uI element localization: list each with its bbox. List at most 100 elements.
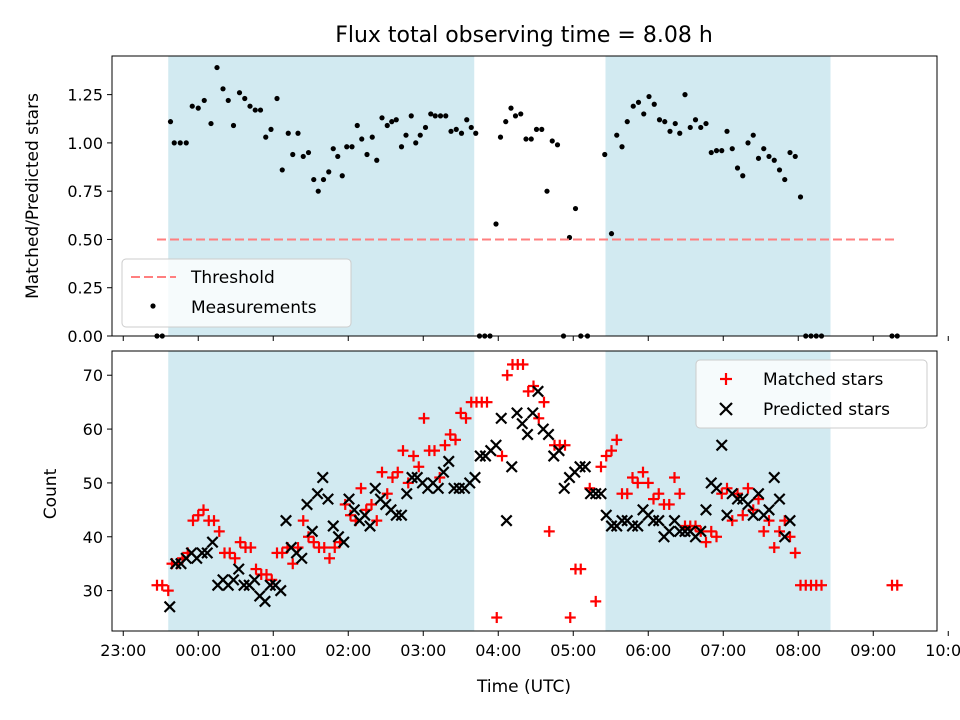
matched-star-marker (387, 472, 398, 484)
measurement-point (315, 188, 321, 194)
measurement-point (247, 103, 253, 109)
matched-star-marker (716, 488, 728, 500)
predicted-star-stroke-b (721, 509, 733, 522)
predicted-star-stroke-b (416, 476, 429, 489)
predicted-star-marker (358, 509, 371, 522)
predicted-star-stroke-b (637, 503, 649, 516)
matched-star-marker (371, 515, 383, 527)
measurement-point (503, 119, 509, 125)
measurement-point (797, 194, 804, 200)
measurement-point (682, 92, 688, 98)
top-x-ticks (122, 336, 949, 341)
predicted-star-marker (694, 525, 707, 538)
matched-star-marker (700, 536, 712, 548)
predicted-star-stroke-b (169, 557, 182, 570)
measurement-point (656, 117, 663, 123)
measurement-point (349, 144, 355, 150)
matched-star-marker (606, 445, 617, 457)
measurement-point (285, 130, 291, 136)
matched-star-marker (543, 525, 555, 537)
matched-star-marker (392, 466, 404, 478)
measurement-point (242, 95, 248, 102)
matched-star-marker (627, 472, 638, 484)
predicted-star-stroke-b (253, 590, 266, 602)
matched-star-marker (711, 531, 722, 543)
top-y-axis-label: Matched/Predicted stars (23, 93, 43, 299)
predicted-star-stroke-b (248, 573, 261, 586)
predicted-star-stroke-b (185, 546, 198, 559)
measurement-point (687, 124, 693, 131)
predicted-star-marker (442, 455, 455, 468)
measurement-point (252, 107, 258, 113)
predicted-star-marker (295, 552, 308, 565)
matched-star-marker (439, 439, 451, 451)
measurement-point (630, 103, 636, 109)
predicted-star-stroke-b (348, 503, 361, 516)
predicted-star-stroke-b (500, 514, 513, 527)
measurement-point (468, 124, 474, 131)
measurements-legend-label: Measurements (191, 298, 317, 318)
measurement-point (512, 113, 519, 119)
matched-star-marker (653, 488, 665, 500)
predicted-star-stroke-b (537, 423, 550, 436)
measurement-point (359, 136, 365, 142)
predicted-star-stroke-b (673, 525, 686, 538)
matched-star-marker (742, 482, 754, 494)
measurement-point (493, 221, 499, 227)
matched-star-marker (250, 563, 262, 575)
measurement-point (572, 205, 579, 212)
predicted-star-stroke-b (264, 579, 277, 592)
predicted-star-marker (306, 525, 319, 538)
matched-star-marker (156, 579, 168, 591)
measurement-point (523, 136, 529, 142)
predicted-star-marker (400, 487, 413, 500)
measurement-point (692, 117, 699, 123)
bottom-x-ticks: 23:00 00:00 01:00 02:00 03:00 04:00 05:00 06:00… (100, 631, 960, 660)
predicted-star-marker (731, 493, 744, 506)
predicted-star-stroke-b (752, 487, 765, 500)
x-tick-label: 05:00 (550, 641, 596, 660)
predicted-star-stroke-b (521, 428, 534, 441)
predicted-star-marker (579, 460, 592, 473)
predicted-star-marker (169, 557, 182, 570)
matched-star-marker (450, 434, 461, 446)
predicted-star-stroke-b (343, 493, 355, 506)
bottom-panel: 30 40 50 60 70 23:00 00:00 01:00 02:00 03:00 04:0… (41, 350, 960, 697)
predicted-star-marker (752, 487, 765, 500)
predicted-star-stroke-b (495, 412, 508, 425)
predicted-star-stroke-b (490, 439, 502, 452)
predicted-star-stroke-b (589, 487, 602, 500)
measurement-point (776, 167, 783, 173)
measurement-point (782, 176, 788, 183)
matched-star-marker (732, 488, 743, 500)
predicted-star-stroke-b (595, 487, 607, 500)
matched-star-marker (234, 536, 246, 548)
predicted-star-stroke-b (474, 450, 487, 462)
predicted-star-marker (232, 563, 245, 576)
matched-star-marker (816, 579, 827, 591)
predicted-star-stroke-b (542, 428, 555, 441)
matched-star-marker (318, 542, 330, 554)
predicted-star-marker (747, 509, 760, 522)
predicted-legend-label: Predicted stars (763, 400, 890, 420)
x-tick-label: 08:00 (775, 641, 821, 660)
bottom-y-ticks: 30 40 50 60 70 (83, 366, 112, 601)
matched-star-marker (737, 509, 749, 521)
predicted-star-stroke-b (217, 573, 229, 586)
predicted-star-stroke-b (747, 509, 760, 522)
predicted-star-stroke-b (715, 439, 728, 452)
matched-star-marker (779, 515, 791, 527)
predicted-legend-swatch (719, 402, 733, 416)
top-legend-box (121, 258, 352, 328)
x-tick-label: 09:00 (850, 641, 896, 660)
bottom-legend: Matched stars Predicted stars (695, 359, 928, 429)
measurement-point (417, 132, 423, 138)
matched-star-marker (429, 445, 440, 457)
matched-star-marker (517, 358, 529, 370)
y-tick-label: 0.25 (67, 279, 103, 298)
predicted-star-marker (595, 487, 607, 500)
matched-star-marker (408, 450, 419, 462)
predicted-star-marker (647, 514, 660, 527)
matched-star-marker (261, 568, 272, 580)
matched-star-marker (726, 515, 738, 527)
